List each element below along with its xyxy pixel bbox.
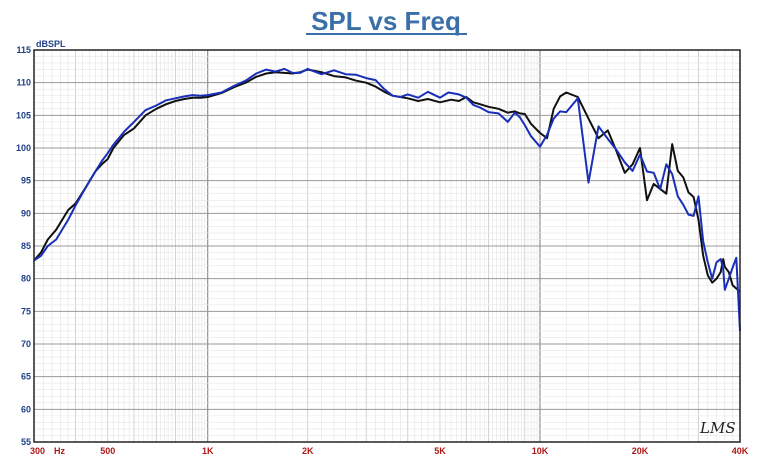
y-tick-label: 60 — [21, 404, 31, 414]
y-tick-label: 90 — [21, 208, 31, 218]
y-axis-label: dBSPL — [36, 39, 66, 49]
y-tick-label: 85 — [21, 241, 31, 251]
series-line-1 — [33, 68, 741, 293]
series-lines — [33, 67, 741, 331]
x-tick-label: 5K — [434, 446, 446, 456]
y-tick-label: 100 — [16, 143, 31, 153]
y-tick-label: 95 — [21, 176, 31, 186]
x-tick-label: 1K — [202, 446, 214, 456]
lms-watermark: LMS — [699, 419, 736, 437]
x-unit-label: Hz — [54, 446, 65, 456]
x-tick-label: 2K — [302, 446, 314, 456]
x-tick-label: 20K — [632, 446, 649, 456]
plot-frame — [33, 49, 741, 443]
y-tick-label: 55 — [21, 437, 31, 447]
y-tick-label: 105 — [16, 110, 31, 120]
chart-title: SPL vs Freq — [311, 6, 461, 36]
x-tick-label: 40K — [732, 446, 749, 456]
x-tick-label: 10K — [532, 446, 549, 456]
y-tick-label: 115 — [16, 45, 31, 55]
y-tick-label: 65 — [21, 372, 31, 382]
x-tick-label: 500 — [100, 446, 115, 456]
y-tick-label: 110 — [16, 78, 31, 88]
x-tick-label: 300 — [30, 446, 45, 456]
series-line-2 — [33, 67, 741, 331]
y-tick-label: 80 — [21, 274, 31, 284]
grid-lines — [33, 49, 741, 443]
y-tick-label: 75 — [21, 306, 31, 316]
y-tick-label: 70 — [21, 339, 31, 349]
